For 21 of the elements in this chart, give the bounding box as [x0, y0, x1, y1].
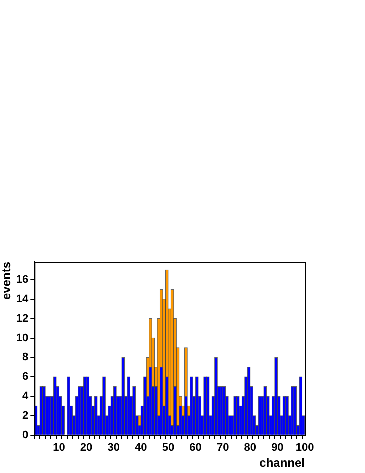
x-tick-label: 100	[296, 442, 314, 454]
x-tick-label: 90	[272, 442, 284, 454]
x-tick-label: 70	[216, 442, 230, 454]
y-tick-label: 16	[16, 274, 29, 286]
x-tick-label: 50	[162, 442, 175, 454]
x-tick-label: 30	[108, 442, 120, 454]
x-axis-title: channel	[260, 456, 305, 470]
x-tick-label: 40	[135, 442, 148, 454]
y-tick-label: 8	[22, 352, 29, 364]
x-tick-label: 80	[244, 442, 257, 454]
y-tick-label: 12	[16, 312, 29, 325]
y-tick-label: 10	[16, 332, 29, 344]
x-tick-label: 20	[80, 442, 93, 454]
y-axis-title: events	[0, 262, 14, 300]
y-tick-label: 0	[22, 429, 29, 442]
y-tick-label: 6	[22, 371, 29, 384]
y-tick-label: 14	[16, 293, 30, 306]
x-tick-label: 60	[190, 442, 202, 454]
y-tick-label: 2	[22, 410, 29, 422]
y-tick-label: 4	[22, 390, 30, 403]
x-tick-label: 10	[53, 442, 66, 454]
